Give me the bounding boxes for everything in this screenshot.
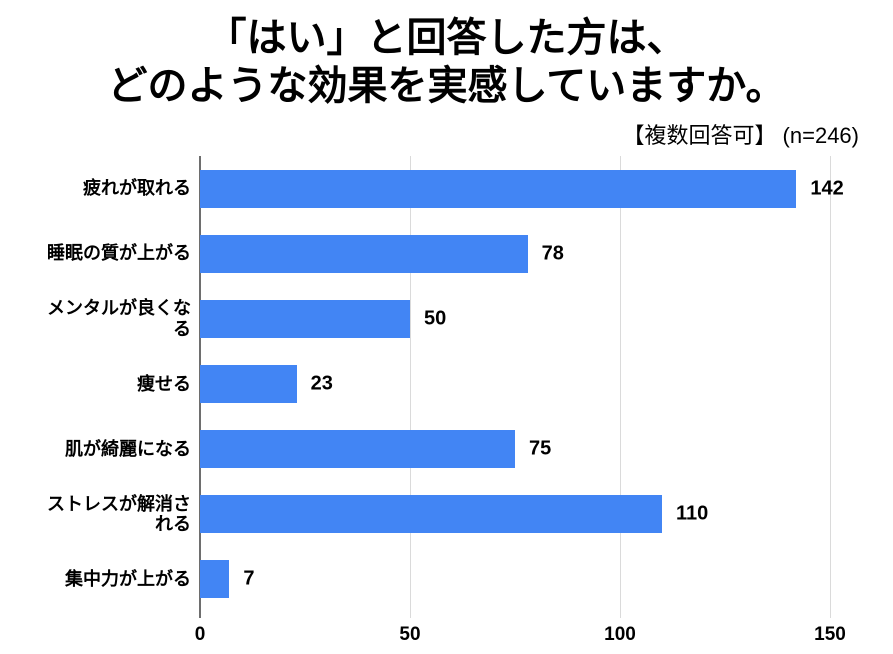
category-label: 肌が綺麗になる <box>65 438 191 459</box>
value-label: 7 <box>243 567 255 590</box>
chart-row: 睡眠の質が上がる 78 <box>47 221 830 286</box>
bar <box>200 299 410 338</box>
chart-row: メンタルが良くなる 50 <box>47 286 830 351</box>
chart-subtitle: 【複数回答可】 (n=246) <box>622 123 859 148</box>
bar-rows: 疲れが取れる 142 睡眠の質が上がる 78 メンタルが良くなる 50 痩せる 23 肌が綺麗に… <box>47 156 844 612</box>
category-label: メンタルが良くなる <box>47 298 191 339</box>
category-label: 集中力が上がる <box>65 569 191 590</box>
bar <box>200 560 230 599</box>
category-label: 睡眠の質が上がる <box>47 243 191 264</box>
bar <box>200 364 297 403</box>
gridline <box>620 156 621 618</box>
x-tick-label: 50 <box>399 624 421 645</box>
category-label: 痩せる <box>137 373 191 394</box>
bar <box>200 430 515 469</box>
x-tick-label: 0 <box>194 624 206 645</box>
chart-row: 肌が綺麗になる 75 <box>65 417 830 482</box>
x-tick-label: 150 <box>814 624 846 645</box>
value-label: 75 <box>529 437 552 460</box>
value-label: 110 <box>676 502 709 525</box>
chart-row: 痩せる 23 <box>137 351 830 416</box>
value-label: 50 <box>423 307 447 330</box>
value-label: 78 <box>541 242 564 265</box>
value-label: 23 <box>310 372 333 395</box>
category-label: ストレスが解消される <box>47 493 191 535</box>
x-axis: 0 50 100 150 <box>195 612 846 648</box>
bar <box>200 234 528 273</box>
bar <box>200 495 662 534</box>
chart-container: 「はい」と回答した方は、 どのような効果を実感していますか。 【複数回答可】 (… <box>0 14 893 654</box>
plot-area: 疲れが取れる 142 睡眠の質が上がる 78 メンタルが良くなる 50 痩せる 23 肌が綺麗に… <box>47 156 844 618</box>
value-label: 142 <box>810 177 844 200</box>
chart-title: 「はい」と回答した方は、 どのような効果を実感していますか。 <box>107 16 786 108</box>
chart-row: 集中力が上がる 7 <box>65 547 830 612</box>
gridline <box>830 156 831 618</box>
category-label: 疲れが取れる <box>83 178 191 199</box>
chart-row: ストレスが解消される 110 <box>47 482 830 547</box>
gridline <box>410 156 411 618</box>
x-tick-label: 100 <box>604 624 636 645</box>
chart-row: 疲れが取れる 142 <box>83 156 844 221</box>
bar <box>200 169 797 208</box>
